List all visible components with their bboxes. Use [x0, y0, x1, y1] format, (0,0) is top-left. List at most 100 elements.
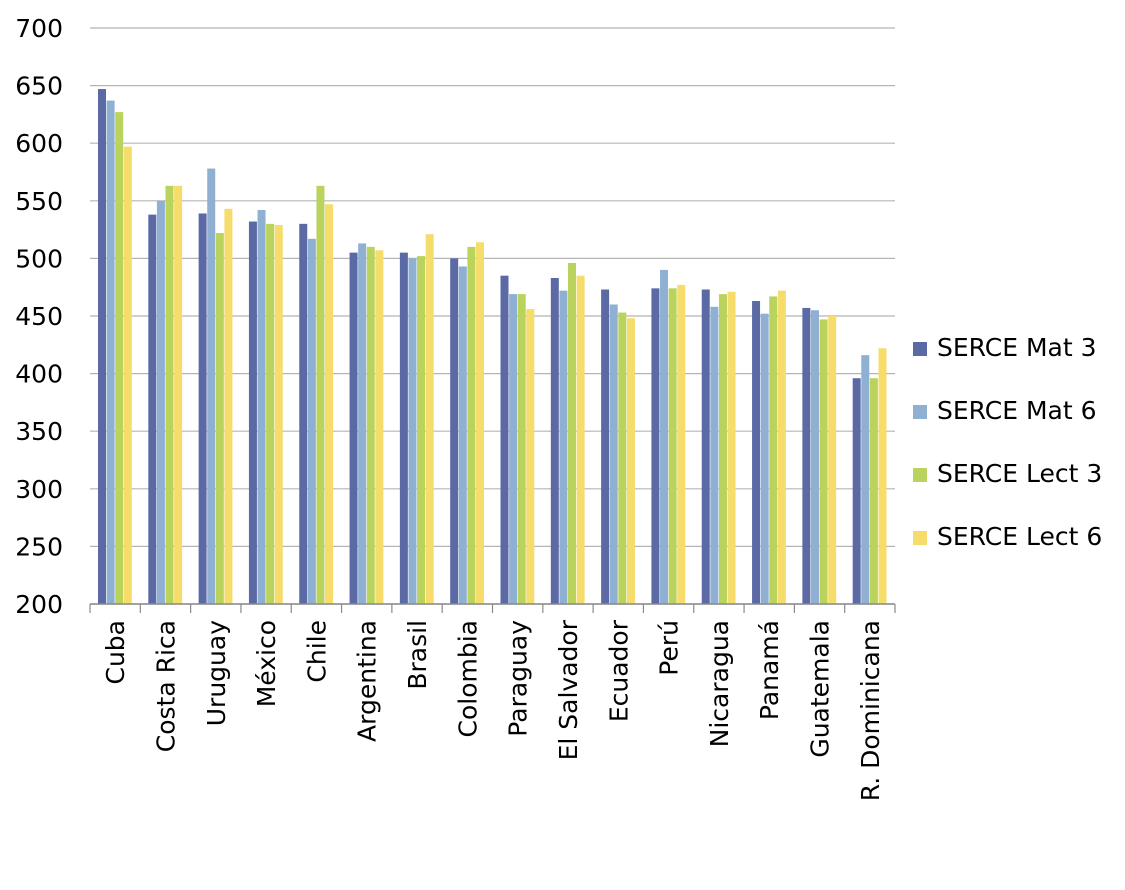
bar-3: [316, 185, 325, 604]
x-category-label: R. Dominicana: [856, 620, 885, 801]
bar-1: [550, 277, 559, 604]
bar-1: [852, 378, 861, 604]
bar-4: [878, 348, 887, 604]
bar-3: [869, 378, 878, 604]
bar-3: [366, 246, 375, 604]
bar-2: [358, 243, 367, 604]
x-category-label: Panamá: [755, 620, 784, 720]
bar-3: [165, 185, 174, 604]
bar-1: [701, 289, 710, 604]
bar-2: [660, 269, 669, 604]
bar-1: [802, 307, 811, 604]
bar-4: [828, 316, 837, 604]
x-axis-labels: Cuba Costa Rica Uruguay México Chile Argentin…: [101, 619, 885, 801]
bar-1: [500, 275, 509, 604]
bar-3: [819, 319, 828, 604]
gridlines: [90, 27, 895, 605]
legend-label: SERCE Lect 3: [937, 459, 1102, 488]
bar-4: [274, 224, 283, 604]
x-category-label: México: [252, 620, 281, 707]
x-category-label: Costa Rica: [151, 620, 180, 752]
bar-2: [710, 306, 719, 604]
x-category-label: Cuba: [101, 620, 130, 685]
x-category-label: Perú: [655, 620, 684, 676]
legend-swatch: [913, 531, 927, 545]
bar-2: [207, 168, 216, 604]
bar-2: [559, 290, 568, 604]
bar-1: [752, 301, 761, 604]
bars: [98, 89, 887, 605]
bar-4: [123, 146, 132, 604]
bar-4: [576, 275, 585, 604]
bar-1: [399, 252, 408, 604]
y-tick-label: 500: [15, 244, 63, 273]
y-tick-label: 350: [15, 417, 63, 446]
x-category-label: Ecuador: [604, 619, 633, 722]
bar-1: [299, 223, 308, 604]
bar-4: [526, 309, 535, 604]
bar-3: [215, 233, 224, 604]
bar-4: [727, 291, 736, 604]
bar-2: [156, 200, 165, 605]
x-category-label: Uruguay: [202, 620, 231, 726]
bar-1: [148, 214, 157, 604]
bar-3: [266, 223, 275, 604]
bar-2: [257, 210, 266, 605]
x-category-label: Chile: [302, 620, 331, 683]
y-tick-label: 600: [15, 129, 63, 158]
legend-swatch: [913, 342, 927, 356]
bar-1: [349, 252, 358, 604]
bar-1: [450, 258, 459, 604]
bar-2: [861, 355, 870, 604]
bar-3: [115, 112, 124, 604]
bar-2: [810, 310, 819, 604]
y-tick-label: 400: [15, 360, 63, 389]
y-tick-label: 300: [15, 475, 63, 504]
y-tick-label: 450: [15, 302, 63, 331]
bar-2: [609, 304, 618, 604]
bar-2: [106, 100, 115, 605]
bar-4: [375, 250, 384, 604]
y-tick-label: 200: [15, 590, 63, 619]
bar-4: [475, 242, 484, 604]
y-tick-label: 250: [15, 532, 63, 561]
bar-3: [417, 256, 426, 604]
bar-4: [777, 290, 786, 604]
x-category-label: Nicaragua: [705, 620, 734, 747]
x-category-label: Colombia: [453, 620, 482, 737]
bar-4: [325, 204, 334, 605]
bar-4: [174, 185, 183, 604]
legend-label: SERCE Mat 6: [937, 396, 1097, 425]
y-tick-label: 550: [15, 187, 63, 216]
x-category-label: Guatemala: [806, 620, 835, 758]
bar-2: [509, 294, 518, 604]
bar-3: [668, 288, 677, 604]
bar-3: [618, 312, 627, 604]
y-tick-label: 650: [15, 72, 63, 101]
y-tick-label: 700: [15, 14, 63, 43]
bar-2: [408, 258, 417, 604]
x-category-label: Argentina: [353, 620, 382, 742]
legend-label: SERCE Lect 6: [937, 522, 1102, 551]
bar-3: [769, 296, 778, 604]
bar-1: [248, 221, 257, 604]
bar-4: [626, 318, 635, 604]
legend-label: SERCE Mat 3: [937, 333, 1097, 362]
bar-1: [601, 289, 610, 604]
bar-4: [224, 208, 233, 604]
x-axis: [89, 603, 896, 613]
bar-1: [198, 213, 207, 605]
legend-swatch: [913, 468, 927, 482]
bar-1: [98, 89, 106, 604]
bar-2: [307, 238, 316, 605]
bar-2: [458, 266, 467, 604]
bar-3: [568, 263, 577, 604]
bar-4: [677, 284, 686, 604]
legend-swatch: [913, 405, 927, 419]
bar-1: [651, 288, 660, 604]
bar-3: [467, 246, 476, 604]
y-axis-ticks: 200 250 300 350 400 450 500 550 600 650 700: [15, 14, 63, 619]
x-category-label: Brasil: [403, 620, 432, 690]
bar-4: [425, 234, 434, 604]
